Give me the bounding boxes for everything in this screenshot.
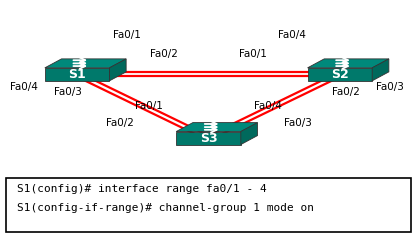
Text: S1: S1	[68, 68, 86, 81]
Text: Fa0/3: Fa0/3	[376, 82, 404, 92]
Polygon shape	[372, 59, 389, 81]
Text: Fa0/1: Fa0/1	[113, 30, 141, 40]
Polygon shape	[109, 59, 126, 81]
Text: Fa0/4: Fa0/4	[10, 82, 38, 92]
Text: Fa0/4: Fa0/4	[278, 30, 306, 40]
Polygon shape	[176, 132, 241, 144]
Text: Fa0/1: Fa0/1	[239, 49, 267, 59]
Text: S1(config-if-range)# channel-group 1 mode on: S1(config-if-range)# channel-group 1 mod…	[17, 203, 314, 213]
Text: Fa0/2: Fa0/2	[332, 87, 359, 97]
Text: S3: S3	[200, 132, 217, 145]
Polygon shape	[176, 123, 257, 132]
Polygon shape	[307, 59, 389, 68]
Text: Fa0/4: Fa0/4	[254, 101, 282, 111]
Text: S2: S2	[331, 68, 349, 81]
Text: Fa0/2: Fa0/2	[106, 118, 133, 128]
Text: Fa0/3: Fa0/3	[284, 118, 311, 128]
Text: Fa0/1: Fa0/1	[135, 101, 163, 111]
Bar	[6, 178, 411, 232]
Polygon shape	[241, 123, 257, 144]
Polygon shape	[45, 59, 126, 68]
Text: Fa0/3: Fa0/3	[54, 87, 82, 97]
Polygon shape	[45, 68, 109, 81]
Polygon shape	[307, 68, 372, 81]
Text: Fa0/2: Fa0/2	[150, 49, 178, 59]
Text: S1(config)# interface range fa0/1 - 4: S1(config)# interface range fa0/1 - 4	[17, 184, 266, 194]
